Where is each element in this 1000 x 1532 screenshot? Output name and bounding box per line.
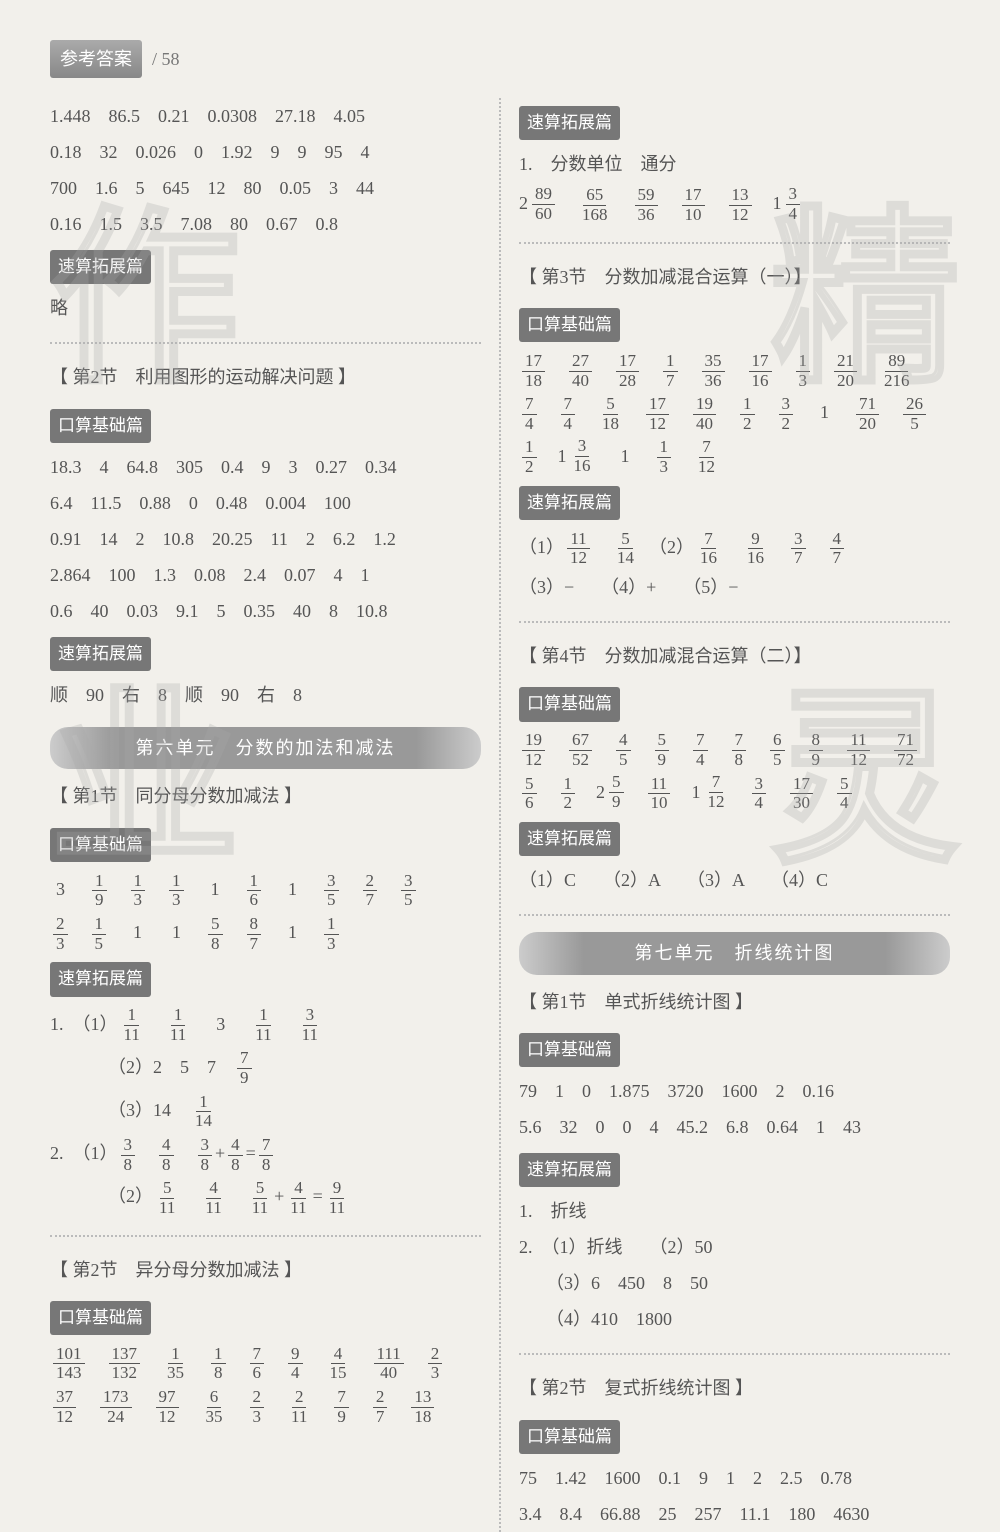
s4-title: 【 第4节 分数加减混合运算（二）】 bbox=[519, 639, 950, 673]
tag-ext: 速算拓展篇 bbox=[50, 962, 151, 996]
column-divider bbox=[499, 98, 501, 1532]
u7s2-basic: 75 1.42 1600 0.1 9 1 2 2.5 0.783.4 8.4 6… bbox=[519, 1460, 950, 1532]
ext-line: 略 bbox=[50, 290, 481, 326]
header-label: 参考答案 bbox=[50, 40, 142, 78]
u7s1-ext: 1. 折线2. （1）折线 （2）50 （3）6 450 8 50 （4）410… bbox=[519, 1193, 950, 1337]
u6s1-ext-l1: 1. （1）111 111 3 111 311 bbox=[50, 1003, 481, 1046]
tag-ext: 速算拓展篇 bbox=[519, 106, 620, 140]
header-page: / 58 bbox=[152, 42, 180, 76]
columns: 1.448 86.5 0.21 0.0308 27.18 4.050.18 32… bbox=[50, 98, 950, 1532]
tag-ext: 速算拓展篇 bbox=[519, 1153, 620, 1187]
u7s1-basic: 79 1 0 1.875 3720 1600 2 0.165.6 32 0 0 … bbox=[519, 1073, 950, 1145]
s3-ext-l2: （3）− （4）+ （5）− bbox=[519, 569, 950, 605]
s4-row1: 1912 6752 45 59 74 78 65 89 1112 7172 bbox=[519, 728, 950, 771]
s4-ext: （1）C （2）A （3）A （4）C bbox=[519, 862, 950, 898]
divider bbox=[519, 621, 950, 623]
tag-ext: 速算拓展篇 bbox=[50, 250, 151, 284]
u7s1-title: 【 第1节 单式折线统计图 】 bbox=[519, 985, 950, 1019]
tag-basic: 口算基础篇 bbox=[50, 409, 151, 443]
u6s1-title: 【 第1节 同分母分数加减法 】 bbox=[50, 779, 481, 813]
divider bbox=[50, 1235, 481, 1237]
u6s1-row2: 23 15 1 1 58 87 1 13 bbox=[50, 911, 481, 954]
divider bbox=[519, 914, 950, 916]
page-header: 参考答案 / 58 bbox=[50, 40, 950, 78]
tag-basic: 口算基础篇 bbox=[519, 687, 620, 721]
u7s2-title: 【 第2节 复式折线统计图 】 bbox=[519, 1371, 950, 1405]
s4-row2: 56 12 259 1110 1712 34 1730 54 bbox=[519, 771, 950, 814]
s3-title: 【 第3节 分数加减混合运算（一）】 bbox=[519, 260, 950, 294]
u6s2-title: 【 第2节 异分母分数加减法 】 bbox=[50, 1253, 481, 1287]
left-column: 1.448 86.5 0.21 0.0308 27.18 4.050.18 32… bbox=[50, 98, 481, 1532]
divider bbox=[519, 1353, 950, 1355]
intro-answers: 1.448 86.5 0.21 0.0308 27.18 4.050.18 32… bbox=[50, 98, 481, 242]
tag-basic: 口算基础篇 bbox=[519, 308, 620, 342]
unit6-banner: 第六单元 分数的加法和减法 bbox=[50, 727, 481, 769]
r-ext-l1: 1. 分数单位 通分 bbox=[519, 146, 950, 182]
s3-ext-l1: （1）1112 514 （2）716 916 37 47 bbox=[519, 526, 950, 569]
u6s1-row1: 3 19 13 13 1 16 1 35 27 35 bbox=[50, 868, 481, 911]
unit7-banner: 第七单元 折线统计图 bbox=[519, 932, 950, 974]
divider bbox=[519, 242, 950, 244]
tag-ext: 速算拓展篇 bbox=[50, 637, 151, 671]
s3-row3: 12 1316 1 13 712 bbox=[519, 435, 950, 478]
tag-basic: 口算基础篇 bbox=[519, 1420, 620, 1454]
sec2-title: 【 第2节 利用图形的运动解决问题 】 bbox=[50, 360, 481, 394]
r-ext-row2: 28960 65168 5936 1710 1312 134 bbox=[519, 182, 950, 225]
divider bbox=[50, 342, 481, 344]
tag-basic: 口算基础篇 bbox=[519, 1033, 620, 1067]
s3-row2: 74 74 518 1712 1940 12 32 1 7120 265 bbox=[519, 391, 950, 434]
u6s1-ext-l5: （2）511 411 511+411=911 bbox=[50, 1175, 481, 1218]
right-column: 速算拓展篇 1. 分数单位 通分 28960 65168 5936 1710 1… bbox=[519, 98, 950, 1532]
u6s1-ext-l3: （3）14 114 bbox=[50, 1089, 481, 1132]
tag-basic: 口算基础篇 bbox=[50, 1301, 151, 1335]
u6s1-ext-l4: 2. （1）38 48 38+48=78 bbox=[50, 1132, 481, 1175]
tag-basic: 口算基础篇 bbox=[50, 828, 151, 862]
sec2-basic: 18.3 4 64.8 305 0.4 9 3 0.27 0.346.4 11.… bbox=[50, 449, 481, 629]
tag-ext: 速算拓展篇 bbox=[519, 822, 620, 856]
tag-ext: 速算拓展篇 bbox=[519, 486, 620, 520]
s3-row1: 1718 2740 1728 17 3536 1716 13 2120 8921… bbox=[519, 348, 950, 391]
u6s2-row2: 3712 17324 9712 635 23 211 79 27 1318 bbox=[50, 1384, 481, 1427]
sec2-ext: 顺 90 右 8 顺 90 右 8 bbox=[50, 677, 481, 713]
u6s1-ext-l2: （2）2 5 7 79 bbox=[50, 1046, 481, 1089]
u6s2-row1: 101143 137132 135 18 76 94 415 11140 23 bbox=[50, 1341, 481, 1384]
